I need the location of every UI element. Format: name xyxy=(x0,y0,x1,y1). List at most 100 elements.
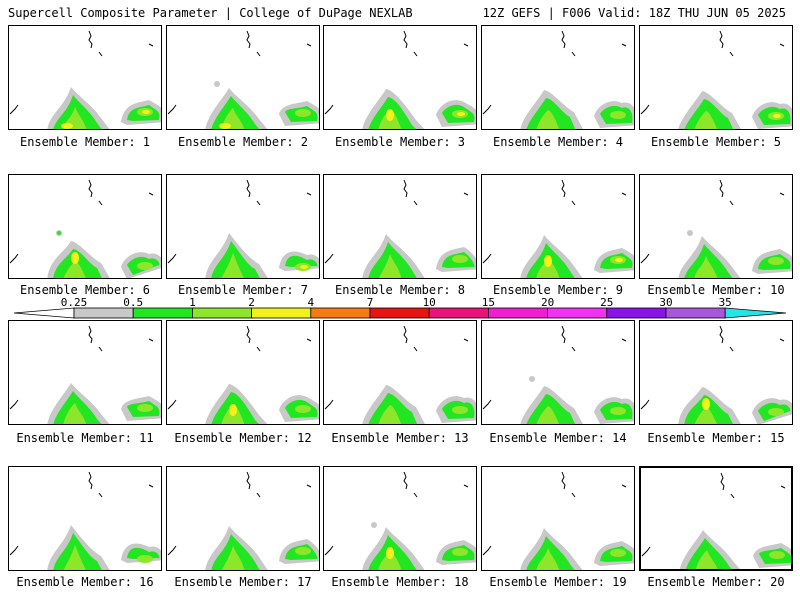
ensemble-member-panel[interactable] xyxy=(481,25,635,130)
coastline-west xyxy=(167,104,177,115)
scp-shading xyxy=(205,526,319,570)
colorbar-segment xyxy=(251,307,312,319)
coastline-north xyxy=(403,179,408,198)
ensemble-member-panel[interactable] xyxy=(166,466,320,571)
ensemble-member-panel[interactable] xyxy=(166,174,320,279)
ensemble-member-panel[interactable] xyxy=(166,25,320,130)
member-map xyxy=(9,30,161,129)
coastline-west xyxy=(9,545,19,556)
colorbar-tick-label: 30 xyxy=(659,296,672,309)
scp-shading xyxy=(362,522,476,570)
coastline-west xyxy=(482,253,492,264)
colorbar-tick-label: 20 xyxy=(541,296,554,309)
ensemble-member-panel[interactable] xyxy=(323,320,477,425)
coastline-north xyxy=(246,30,251,49)
scp-shading xyxy=(520,90,634,129)
coastline-north xyxy=(561,30,566,49)
ensemble-member-panel[interactable] xyxy=(639,466,793,571)
coastline-north xyxy=(88,325,93,344)
ensemble-member-label: Ensemble Member: 5 xyxy=(650,135,782,149)
coastline-west xyxy=(324,104,334,115)
ensemble-member-panel[interactable] xyxy=(323,174,477,279)
color-scale-bar: 0.25 0.5 1 2 4 7 10 15 20 25 30 35 xyxy=(13,296,787,319)
ensemble-member-label: Ensemble Member: 2 xyxy=(177,135,309,149)
coastline-west xyxy=(167,545,177,556)
coastline-north xyxy=(88,30,93,49)
ensemble-member-panel[interactable] xyxy=(8,25,162,130)
ensemble-member-panel[interactable] xyxy=(8,466,162,571)
ensemble-member-panel[interactable] xyxy=(639,174,793,279)
member-map xyxy=(482,325,634,424)
coastline-north xyxy=(246,325,251,344)
ensemble-member-panel[interactable] xyxy=(639,320,793,425)
scp-shading xyxy=(520,528,634,570)
coastline-north xyxy=(720,472,725,491)
coastline-west xyxy=(9,104,19,115)
ensemble-member-panel[interactable] xyxy=(481,466,635,571)
member-map xyxy=(324,325,476,424)
coastline-west xyxy=(641,546,651,557)
coastline-west xyxy=(167,253,177,264)
coastline-west xyxy=(640,253,650,264)
ensemble-member-label: Ensemble Member: 10 xyxy=(647,283,785,297)
colorbar-segment xyxy=(724,307,787,319)
member-map xyxy=(640,30,792,129)
colorbar-tick-label: 4 xyxy=(307,296,314,309)
member-map xyxy=(482,471,634,570)
colorbar-tick-label: 7 xyxy=(367,296,374,309)
scp-shading xyxy=(520,235,634,278)
colorbar-tick-label: 0.5 xyxy=(123,296,143,309)
coastline-north xyxy=(88,179,93,198)
ensemble-member-label: Ensemble Member: 6 xyxy=(19,283,151,297)
ensemble-member-panel[interactable] xyxy=(481,174,635,279)
colorbar-tick-label: 2 xyxy=(248,296,255,309)
ensemble-member-label: Ensemble Member: 11 xyxy=(16,431,154,445)
member-map xyxy=(641,472,791,569)
scp-shading xyxy=(205,233,319,278)
ensemble-member-panel[interactable] xyxy=(323,25,477,130)
run-valid-time: 12Z GEFS | F006 Valid: 18Z THU JUN 05 20… xyxy=(482,6,786,20)
coastline-west xyxy=(324,545,334,556)
ensemble-member-panel[interactable] xyxy=(323,466,477,571)
ensemble-member-panel[interactable] xyxy=(481,320,635,425)
coastline-north xyxy=(246,179,251,198)
member-map xyxy=(9,179,161,278)
map-title: Supercell Composite Parameter | College … xyxy=(8,6,413,20)
scp-shading xyxy=(47,87,161,129)
coastline-west xyxy=(482,545,492,556)
ensemble-member-panel[interactable] xyxy=(166,320,320,425)
colorbar-segment xyxy=(428,307,489,319)
colorbar-segment xyxy=(665,307,726,319)
ensemble-member-label: Ensemble Member: 19 xyxy=(489,575,627,589)
scp-shading xyxy=(520,376,634,424)
ensemble-member-panel[interactable] xyxy=(639,25,793,130)
member-map xyxy=(167,179,319,278)
colorbar-segment xyxy=(547,307,608,319)
ensemble-member-label: Ensemble Member: 14 xyxy=(489,431,627,445)
scp-shading xyxy=(47,525,161,570)
ensemble-member-panel[interactable] xyxy=(8,174,162,279)
coastline-north xyxy=(719,30,724,49)
colorbar-segment xyxy=(369,307,430,319)
ensemble-member-panel[interactable] xyxy=(8,320,162,425)
colorbar-segment xyxy=(487,307,548,319)
colorbar-segment xyxy=(73,307,134,319)
member-map xyxy=(640,325,792,424)
coastline-north xyxy=(561,179,566,198)
ensemble-member-label: Ensemble Member: 18 xyxy=(331,575,469,589)
colorbar-tick-label: 25 xyxy=(600,296,613,309)
colorbar-tick-label: 35 xyxy=(719,296,732,309)
member-map xyxy=(167,471,319,570)
scp-shading xyxy=(679,530,791,569)
ensemble-member-label: Ensemble Member: 20 xyxy=(647,575,785,589)
coastline-west xyxy=(640,399,650,410)
coastline-west xyxy=(9,253,19,264)
coastline-north xyxy=(246,471,251,490)
coastline-west xyxy=(324,253,334,264)
scp-shading xyxy=(362,234,476,278)
ensemble-member-label: Ensemble Member: 8 xyxy=(334,283,466,297)
coastline-north xyxy=(719,325,724,344)
scp-shading xyxy=(205,81,319,129)
ensemble-member-label: Ensemble Member: 1 xyxy=(19,135,151,149)
colorbar-segment xyxy=(132,307,193,319)
